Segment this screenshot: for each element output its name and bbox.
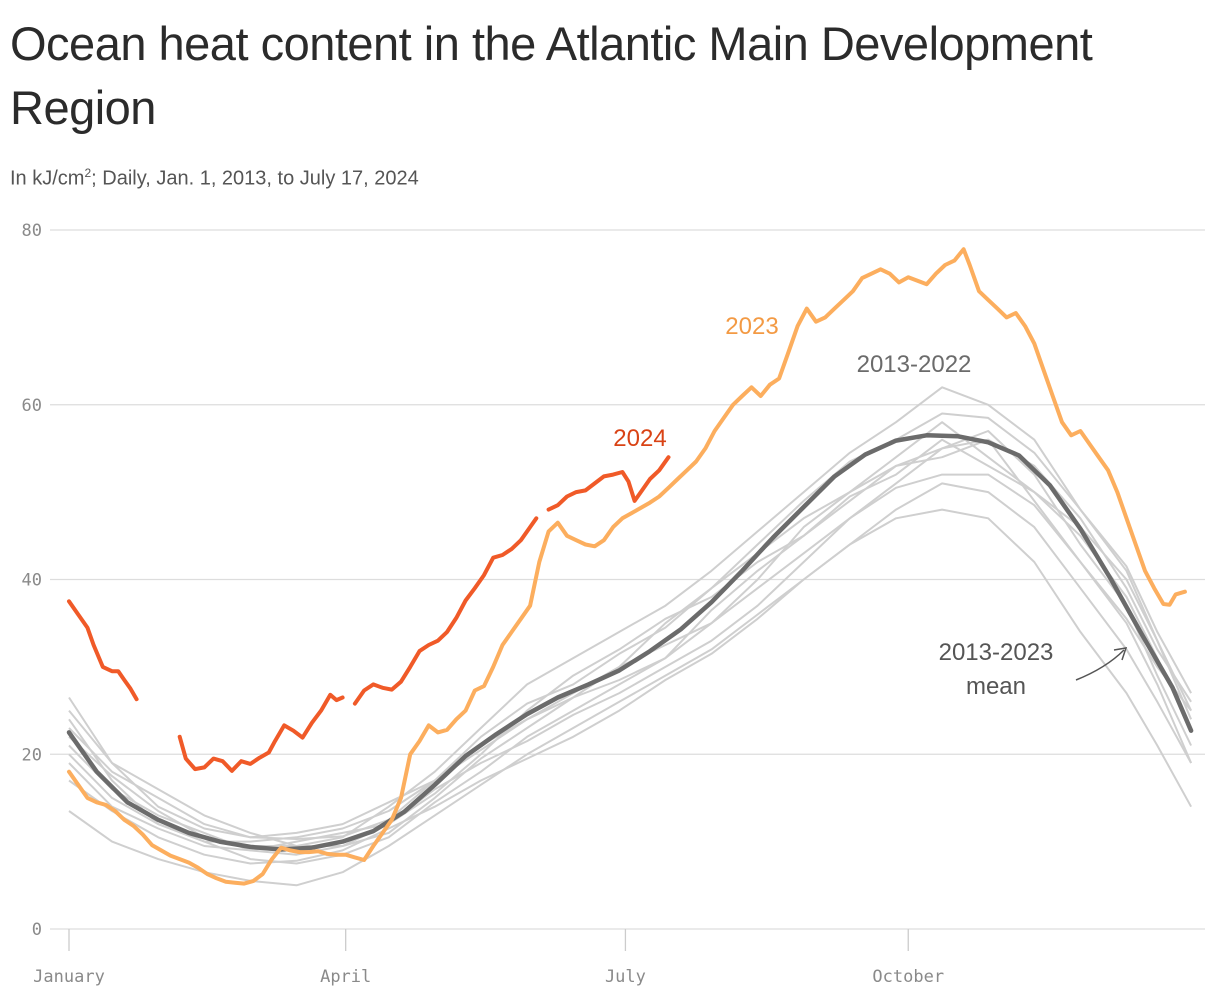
line-2023-segment-1 xyxy=(67,247,1187,886)
mean-annotation-arrowhead xyxy=(1113,647,1128,661)
background-year-line-2 xyxy=(68,421,1193,865)
y-tick-label-20: 20 xyxy=(22,745,42,765)
grid-lines xyxy=(50,229,1205,930)
background-year-line-8 xyxy=(68,438,1193,843)
y-axis-labels: 0 20 40 60 80 xyxy=(22,221,42,940)
label-2013-2022: 2013-2022 xyxy=(857,351,972,378)
subtitle-prefix: In kJ/cm xyxy=(10,167,85,190)
chart-subtitle: In kJ/cm2; Daily, Jan. 1, 2013, to July … xyxy=(10,166,419,191)
background-year-line-1 xyxy=(68,412,1192,840)
line-2024-segment-2 xyxy=(177,692,345,773)
x-axis-ticks xyxy=(68,929,909,951)
line-2024-segment-3 xyxy=(352,516,539,706)
label-mean-line1: 2013-2023 xyxy=(939,639,1054,666)
x-tick-label-july: July xyxy=(605,967,646,987)
mean-line-segment-1 xyxy=(66,433,1194,852)
label-2024: 2024 xyxy=(613,425,666,452)
background-year-line-10 xyxy=(68,482,1192,865)
y-tick-label-0: 0 xyxy=(32,920,42,940)
y-tick-label-60: 60 xyxy=(22,396,42,416)
background-year-line-4 xyxy=(68,508,1192,887)
line-2024-segment-1 xyxy=(67,599,139,702)
highlight-series-lines xyxy=(66,247,1194,886)
chart-title: Ocean heat content in the Atlantic Main … xyxy=(10,17,1093,134)
line-2024-segment-4 xyxy=(546,455,671,512)
y-tick-label-80: 80 xyxy=(22,221,42,241)
x-tick-label-april: April xyxy=(320,967,371,987)
label-mean-line2: mean xyxy=(966,673,1026,700)
x-tick-label-january: January xyxy=(33,967,105,987)
mean-annotation-arrow xyxy=(1075,649,1125,681)
subtitle-suffix: ; Daily, Jan. 1, 2013, to July 17, 2024 xyxy=(91,167,419,190)
x-axis-labels: January April July October xyxy=(33,967,944,987)
background-year-line-3 xyxy=(68,438,1193,856)
subtitle-sup: 2 xyxy=(84,166,92,180)
label-2023: 2023 xyxy=(725,313,778,340)
y-tick-label-40: 40 xyxy=(22,571,42,591)
x-tick-label-october: October xyxy=(872,967,944,987)
